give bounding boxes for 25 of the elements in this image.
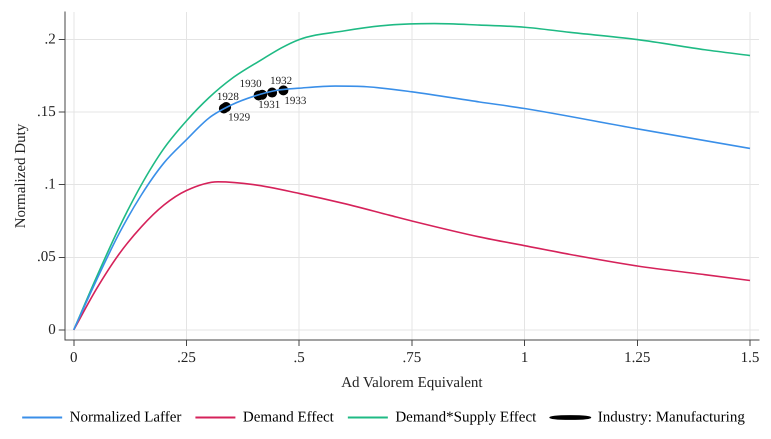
x-tick-label: .5 bbox=[294, 350, 305, 366]
x-axis-title: Ad Valorem Equivalent bbox=[341, 374, 484, 391]
line-series bbox=[72, 181, 751, 331]
x-tick-label: 0 bbox=[70, 350, 78, 366]
y-tick-label: .1 bbox=[44, 176, 56, 193]
annotation: 1930 bbox=[240, 78, 262, 90]
y-axis-title: Normalized Duty bbox=[12, 123, 29, 228]
annotation: 1932 bbox=[270, 74, 292, 87]
legend-label: Demand Effect bbox=[242, 409, 335, 426]
y-tick-label: .2 bbox=[44, 32, 56, 48]
x-tick-label: 1.5 bbox=[740, 350, 760, 366]
x-tick-label: .25 bbox=[177, 350, 196, 366]
annotation: 1928 bbox=[216, 90, 240, 103]
y-tick-label: 0 bbox=[48, 322, 56, 338]
annotation: 1929 bbox=[228, 111, 251, 124]
legend-label: Industry: Manufacturing bbox=[598, 409, 746, 426]
x-tick-label: .75 bbox=[402, 350, 422, 366]
legend-label: Normalized Laffer bbox=[70, 409, 182, 426]
x-tick-label: 1 bbox=[520, 350, 528, 366]
x-tick-label: 1.25 bbox=[624, 350, 650, 366]
legend-label: Demand*Supply Effect bbox=[395, 409, 538, 426]
y-tick-label: .15 bbox=[37, 104, 56, 120]
annotation: 1931 bbox=[258, 99, 280, 112]
annotation: 1933 bbox=[284, 94, 307, 107]
y-tick-label: .05 bbox=[37, 249, 56, 266]
